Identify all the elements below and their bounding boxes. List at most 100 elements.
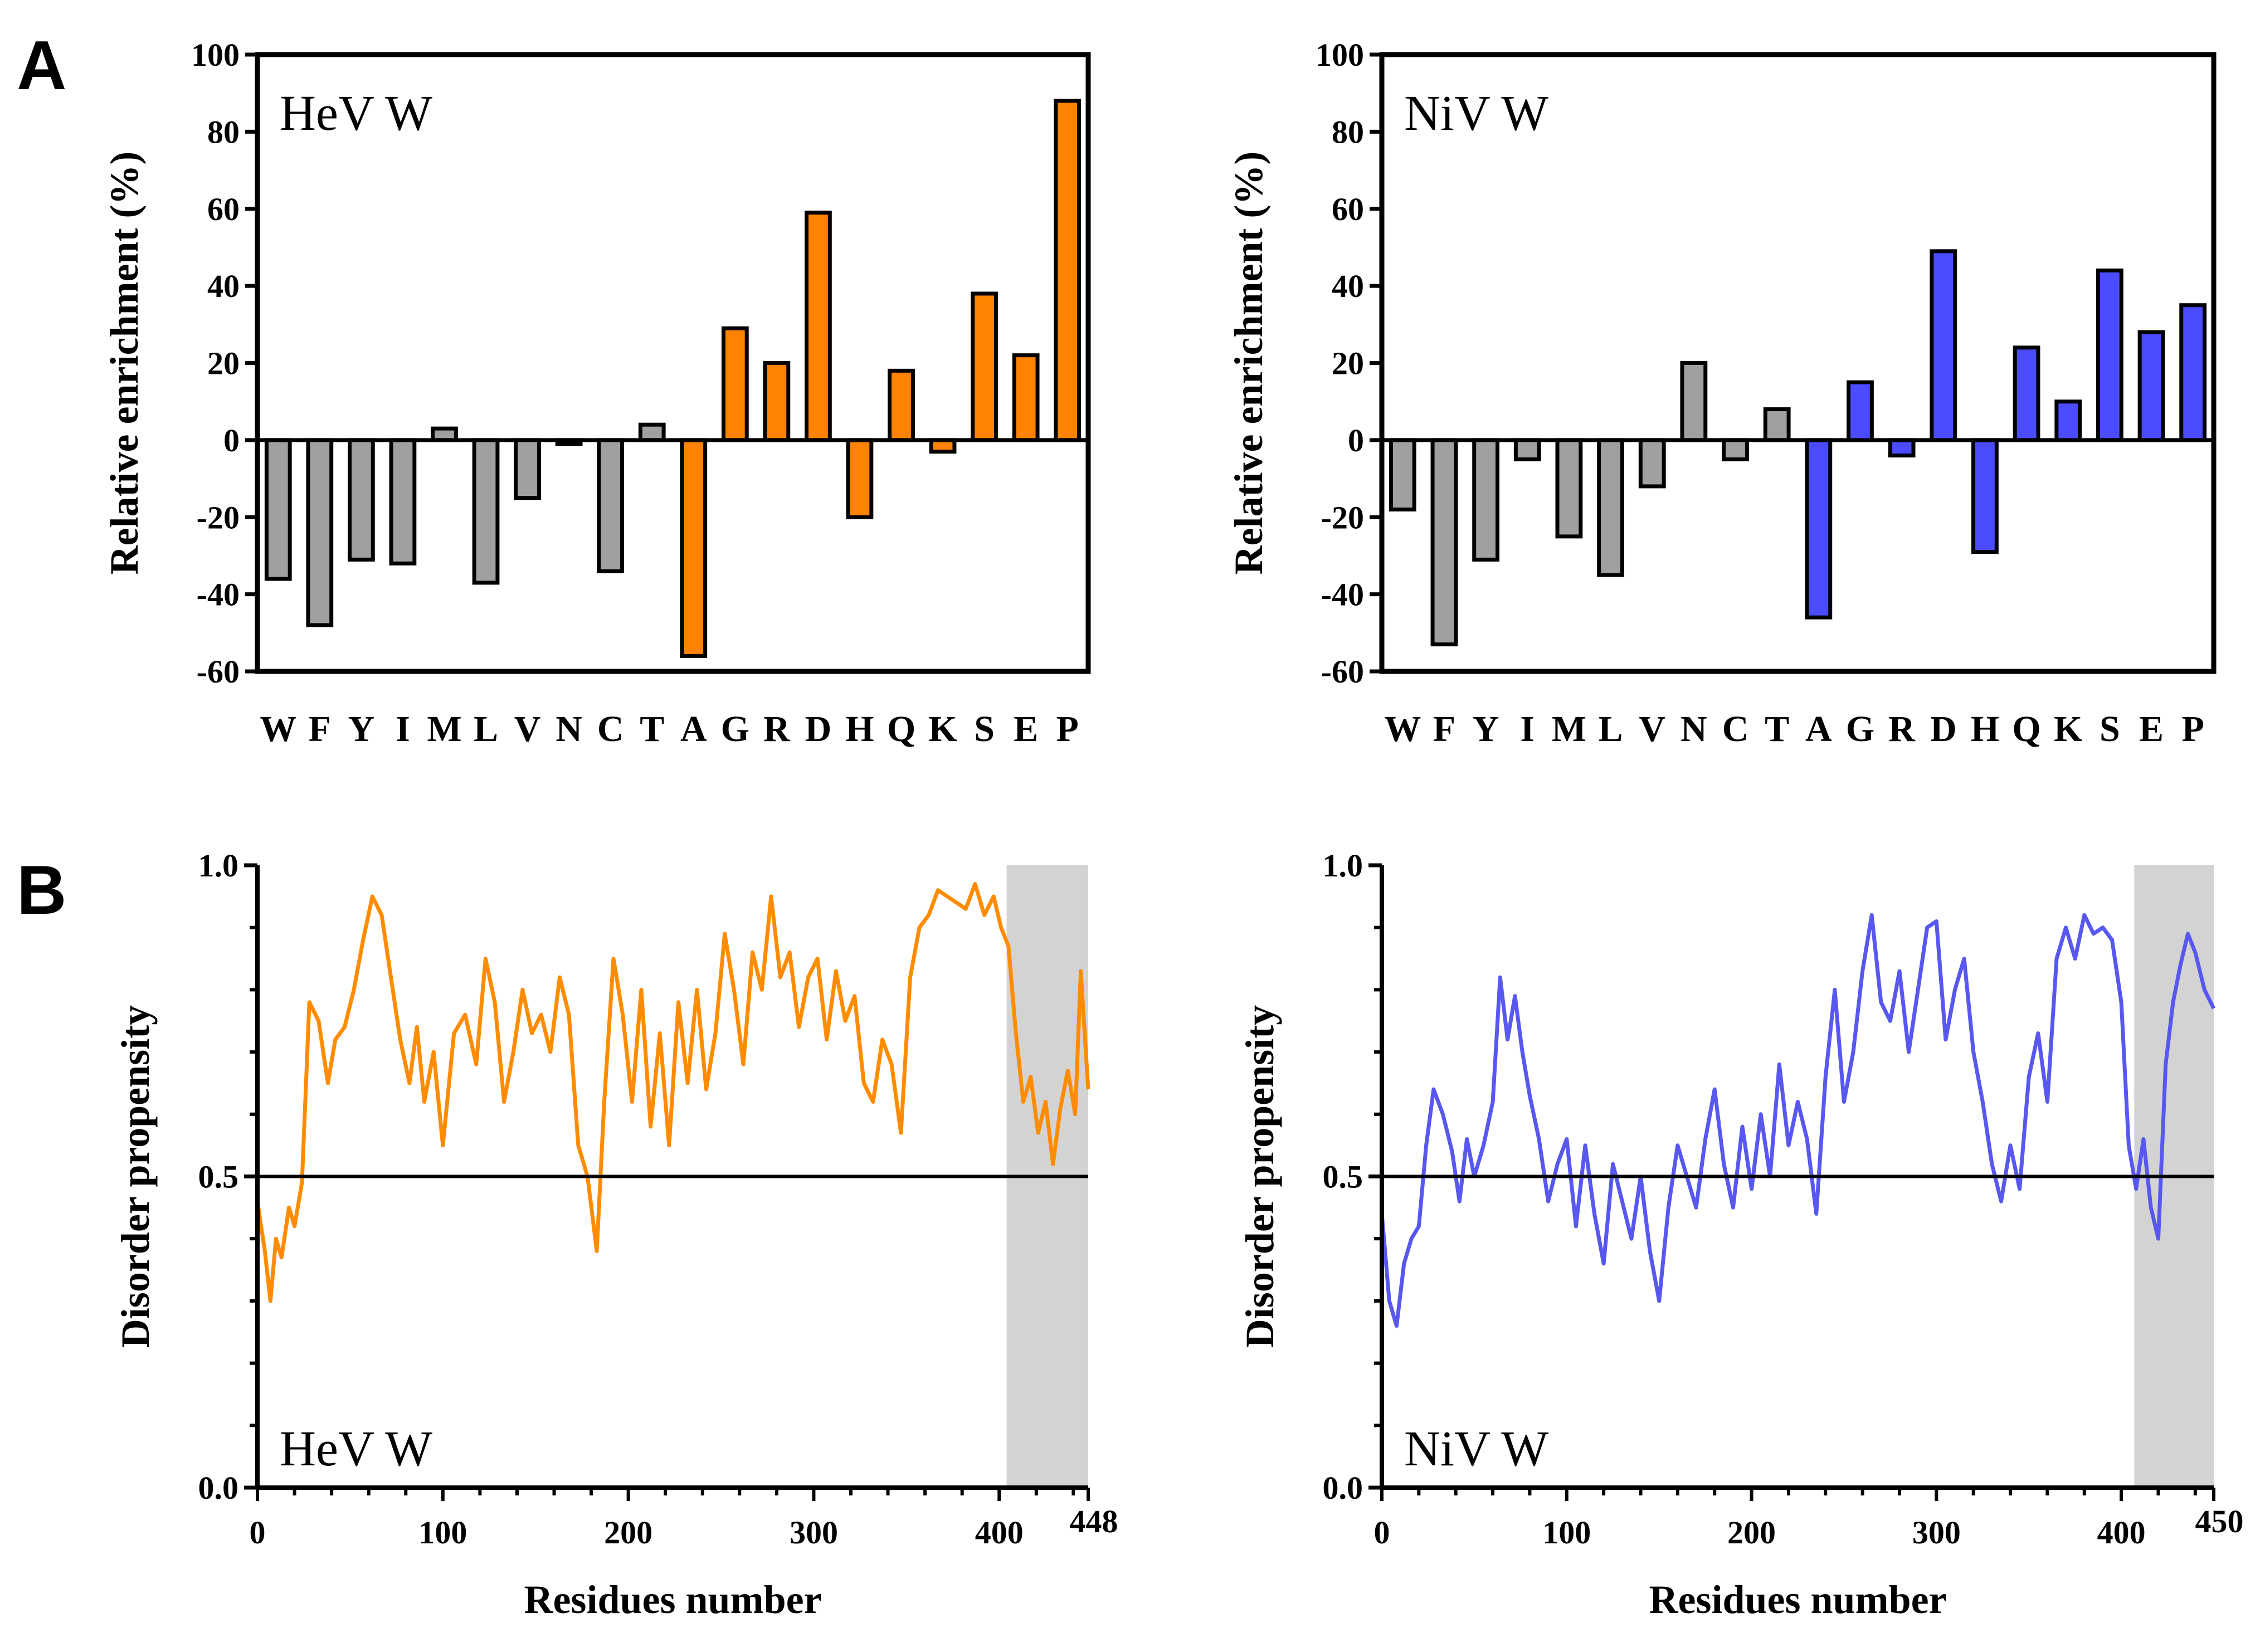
y-tick-label: 100	[1316, 37, 1364, 73]
bar-K	[2054, 399, 2082, 442]
bar-V	[1638, 438, 1666, 489]
bar-L	[472, 438, 500, 585]
chart-inset-label: NiV W	[1404, 86, 1548, 141]
x-category-label: L	[474, 709, 498, 749]
bar-H	[846, 438, 874, 519]
bar-Q	[888, 368, 915, 442]
x-tick-label: 450	[2195, 1503, 2244, 1539]
bar-F	[306, 438, 334, 627]
y-axis-label: Relative enrichment (%)	[1226, 152, 1271, 575]
bar-W	[264, 438, 292, 581]
x-category-label: K	[928, 709, 957, 749]
x-tick-label: 0	[250, 1514, 266, 1551]
disorder-series-line	[1380, 913, 2216, 1328]
bar-G	[1847, 380, 1874, 442]
y-tick-label: 80	[1332, 114, 1364, 150]
hev-disorder-line-chart: 0.0 0.5 1.0 0 100 200 300 400 448 Residues number…	[113, 847, 1118, 1622]
bar-C	[597, 438, 625, 573]
y-tick-label: 0	[223, 422, 240, 459]
bar-E	[1012, 353, 1040, 442]
y-tick-label: 1.0	[1323, 847, 1363, 884]
x-tick-label: 200	[604, 1514, 652, 1551]
x-category-label: A	[1805, 709, 1832, 749]
x-axis-label: Residues number	[1649, 1577, 1946, 1622]
bar-G	[721, 326, 749, 442]
x-category-label: P	[2182, 709, 2204, 749]
y-tick-label: -20	[197, 499, 240, 535]
bar-I	[1513, 438, 1541, 461]
x-category-label: H	[1971, 709, 1999, 749]
bar-D	[805, 211, 832, 442]
y-tick-label: 60	[207, 191, 240, 227]
x-category-label: K	[2054, 709, 2082, 749]
y-tick-label: 20	[207, 345, 240, 382]
x-category-label: E	[1014, 709, 1038, 749]
x-tick-label: 400	[2097, 1514, 2146, 1551]
bar-P	[1054, 99, 1082, 442]
x-category-label: C	[597, 709, 624, 749]
x-category-label: D	[1930, 709, 1957, 749]
hev-enrichment-bar-chart: HeV W -60 -40 -20 0 20 40 60 80 100 W F Y I M L V N C T A G R D…	[102, 37, 1091, 749]
niv-disorder-line-chart: 0.0 0.5 1.0 0 100 200 300 400 450 Residues number…	[1238, 847, 2244, 1622]
x-tick-label: 400	[975, 1514, 1024, 1551]
y-tick-label: -40	[1321, 577, 1364, 613]
bar-Y	[1472, 438, 1500, 562]
x-category-label: F	[1433, 709, 1455, 749]
x-category-label: T	[640, 709, 664, 749]
x-category-label: E	[2139, 709, 2164, 749]
x-category-label: W	[1384, 709, 1421, 749]
x-category-label: V	[514, 709, 541, 749]
y-tick-label: 0.0	[198, 1470, 239, 1506]
y-tick-label: 1.0	[198, 847, 239, 884]
y-tick-label: -20	[1321, 499, 1364, 535]
x-category-label: V	[1639, 709, 1665, 749]
x-tick-label: 0	[1374, 1514, 1390, 1551]
bar-A	[1805, 438, 1833, 620]
y-tick-label: -60	[197, 654, 240, 690]
niv-enrichment-bar-chart: NiV W -60 -40 -20 0 20 40 60 80 100 W F Y I M L V N C T A G R D…	[1226, 37, 2217, 749]
x-category-label: S	[974, 709, 995, 749]
x-category-label: M	[427, 709, 461, 749]
x-category-label: L	[1599, 709, 1623, 749]
bar-I	[389, 438, 417, 566]
y-tick-label: 0.5	[198, 1159, 239, 1195]
x-category-label: M	[1552, 709, 1586, 749]
x-category-label: I	[396, 709, 410, 749]
x-category-label: H	[845, 709, 874, 749]
y-axis-label: Relative enrichment (%)	[102, 152, 147, 575]
bar-E	[2137, 330, 2165, 442]
panel-label-a: A	[17, 27, 67, 104]
bar-S	[971, 291, 998, 442]
x-category-label: Y	[1473, 709, 1499, 749]
y-axis-label: Disorder propensity	[113, 1005, 158, 1348]
bar-D	[1930, 249, 1957, 442]
x-category-label: Q	[2012, 709, 2040, 749]
x-category-label: N	[1681, 709, 1707, 749]
disorder-series-line	[255, 882, 1090, 1303]
bar-H	[1971, 438, 1999, 554]
bar-A	[680, 438, 708, 658]
x-category-label: T	[1765, 709, 1789, 749]
bar-T	[1763, 407, 1791, 442]
bar-L	[1597, 438, 1624, 577]
x-category-label: R	[1888, 709, 1916, 749]
x-tick-label: 200	[1727, 1514, 1776, 1551]
x-category-label: P	[1056, 709, 1079, 749]
plot-frame	[1379, 52, 2217, 674]
chart-inset-label: NiV W	[1404, 1421, 1548, 1476]
bar-R	[1888, 438, 1916, 458]
panel-label-b: B	[17, 852, 67, 929]
y-tick-label: 100	[191, 37, 240, 73]
x-tick-label: 448	[1070, 1503, 1118, 1539]
x-category-label: N	[556, 709, 582, 749]
x-category-label: W	[260, 709, 296, 749]
bar-N	[1680, 361, 1708, 442]
x-category-label: I	[1520, 709, 1535, 749]
x-category-label: Y	[348, 709, 375, 749]
y-axis-label: Disorder propensity	[1238, 1005, 1282, 1348]
y-tick-label: 40	[207, 268, 240, 304]
bar-M	[1555, 438, 1583, 539]
x-category-label: R	[763, 709, 791, 749]
bar-Q	[2013, 345, 2040, 442]
